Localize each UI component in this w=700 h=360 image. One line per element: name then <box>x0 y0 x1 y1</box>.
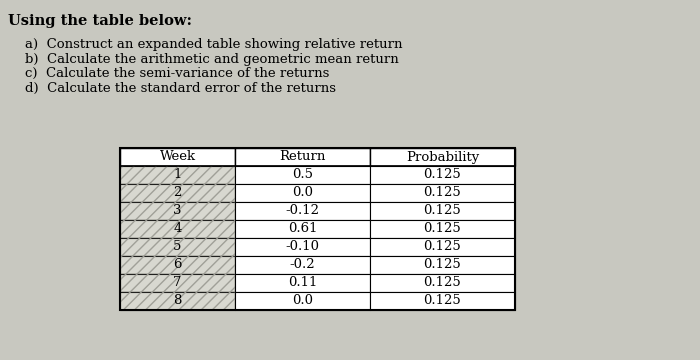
Bar <box>120 220 235 238</box>
Text: 2: 2 <box>174 186 182 199</box>
Bar <box>235 220 370 238</box>
Bar <box>235 166 370 184</box>
Text: 0.0: 0.0 <box>292 186 313 199</box>
Text: -0.10: -0.10 <box>286 240 319 253</box>
Bar <box>120 256 235 274</box>
Bar <box>235 292 370 310</box>
Bar <box>235 202 370 220</box>
Bar <box>120 184 235 202</box>
Text: Probability: Probability <box>406 150 479 163</box>
Bar <box>120 274 235 292</box>
Text: c)  Calculate the semi-variance of the returns: c) Calculate the semi-variance of the re… <box>25 67 330 80</box>
Bar <box>120 166 235 184</box>
Bar <box>120 148 515 310</box>
Text: Week: Week <box>160 150 195 163</box>
Text: -0.2: -0.2 <box>290 258 315 271</box>
Bar <box>370 238 515 256</box>
Text: 7: 7 <box>174 276 182 289</box>
Text: 8: 8 <box>174 294 182 307</box>
Text: 0.125: 0.125 <box>424 186 461 199</box>
Bar <box>235 238 370 256</box>
Bar <box>370 292 515 310</box>
Text: 0.125: 0.125 <box>424 168 461 181</box>
Bar <box>120 238 235 256</box>
Text: a)  Construct an expanded table showing relative return: a) Construct an expanded table showing r… <box>25 38 402 51</box>
Text: d)  Calculate the standard error of the returns: d) Calculate the standard error of the r… <box>25 81 336 94</box>
Text: 0.125: 0.125 <box>424 258 461 271</box>
Bar <box>120 202 235 220</box>
Text: 0.125: 0.125 <box>424 222 461 235</box>
Bar <box>235 148 370 166</box>
Bar <box>120 274 235 292</box>
Text: b)  Calculate the arithmetic and geometric mean return: b) Calculate the arithmetic and geometri… <box>25 53 399 66</box>
Bar <box>120 292 235 310</box>
Text: 4: 4 <box>174 222 182 235</box>
Bar <box>235 274 370 292</box>
Text: 6: 6 <box>174 258 182 271</box>
Bar <box>370 148 515 166</box>
Bar <box>120 184 235 202</box>
Text: 0.61: 0.61 <box>288 222 317 235</box>
Bar <box>370 184 515 202</box>
Bar <box>120 166 235 184</box>
Text: 1: 1 <box>174 168 182 181</box>
Bar <box>235 256 370 274</box>
Text: 0.125: 0.125 <box>424 240 461 253</box>
Bar <box>120 220 235 238</box>
Bar <box>120 238 235 256</box>
Bar <box>120 148 235 166</box>
Text: 0.125: 0.125 <box>424 204 461 217</box>
Text: 5: 5 <box>174 240 182 253</box>
Text: 0.11: 0.11 <box>288 276 317 289</box>
Text: 0.0: 0.0 <box>292 294 313 307</box>
Text: 0.5: 0.5 <box>292 168 313 181</box>
Bar <box>120 256 235 274</box>
Bar <box>370 256 515 274</box>
Text: 0.125: 0.125 <box>424 294 461 307</box>
Bar <box>370 202 515 220</box>
Text: 0.125: 0.125 <box>424 276 461 289</box>
Bar <box>370 220 515 238</box>
Bar <box>370 166 515 184</box>
Bar <box>120 292 235 310</box>
Bar <box>370 274 515 292</box>
Text: Return: Return <box>279 150 326 163</box>
Bar <box>235 184 370 202</box>
Text: 3: 3 <box>174 204 182 217</box>
Bar <box>120 202 235 220</box>
Text: -0.12: -0.12 <box>286 204 319 217</box>
Text: Using the table below:: Using the table below: <box>8 14 192 28</box>
